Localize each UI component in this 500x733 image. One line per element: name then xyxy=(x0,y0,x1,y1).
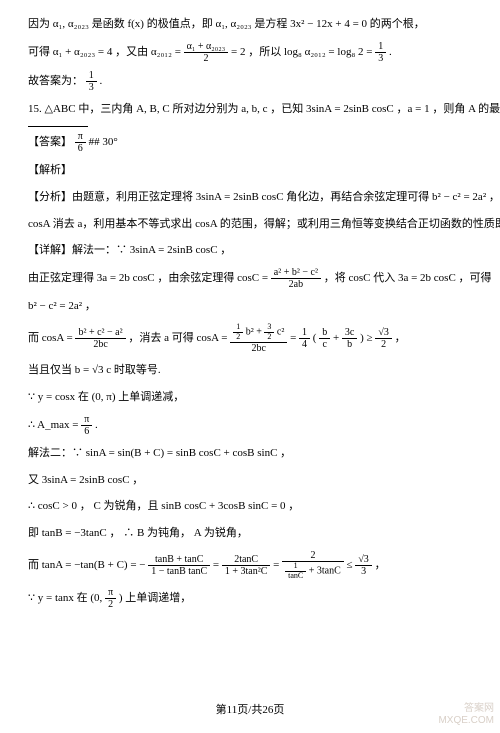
cosA-eq: cosA = xyxy=(197,332,231,344)
txt: ， xyxy=(395,332,406,344)
page-footer: 第11页/共26页 xyxy=(0,700,500,721)
txt: ∵ y = tanx 在 xyxy=(28,592,90,604)
frac-rt3-2: √32 xyxy=(375,327,392,350)
txt: ，消去 a 可得 xyxy=(128,332,196,344)
cosA-line: 而 cosA = b² + c² − a²2bc ，消去 a 可得 cosA =… xyxy=(28,323,472,354)
txt: 故答案为： xyxy=(28,75,83,87)
method2-c: ∴ cosC > 0 ， C 为锐角，且 sinB cosC + 3cosB s… xyxy=(28,496,472,517)
t: b² + xyxy=(243,327,264,338)
frac-cosC: a² + b² − c²2ab xyxy=(271,267,321,290)
frac-pi-6: π6 xyxy=(81,414,92,437)
amax-line: ∴ A_max = π6 . xyxy=(28,414,472,437)
t: + 3tanC xyxy=(306,566,341,577)
frac-rt3-3: √33 xyxy=(355,554,372,577)
answer-line: 【答案】 π6 ## 30° xyxy=(28,131,472,154)
watermark-b: MXQE.COM xyxy=(438,715,494,727)
txt: 可得 α₁ + α₂₀₂₃ = 4 ，又由 α₂₀₁₂ = xyxy=(28,46,184,58)
iff-line: 当且仅当 b = √3 c 时取等号. xyxy=(28,360,472,381)
frac-alpha-sum: α₁ + α₂₀₂₃2 xyxy=(184,41,229,64)
open: (0, xyxy=(90,592,105,604)
frac-pi-2: π2 xyxy=(105,587,116,610)
frac-b-c: bc xyxy=(319,327,330,350)
geq: ≥ xyxy=(367,332,376,344)
eq: = xyxy=(290,332,299,344)
frac-1-3: 13 xyxy=(375,41,386,64)
t: c² xyxy=(274,327,284,338)
plus: + xyxy=(333,332,342,344)
eq: = xyxy=(273,559,282,571)
txt: 上单调递增， xyxy=(125,592,191,604)
tan-lead: tanA = −tan(B + C) = − xyxy=(42,559,148,571)
question-15: 15. △ABC 中，三内角 A, B, C 所对边分别为 a, b, c ，已… xyxy=(28,99,472,120)
frac-1-3-b: 13 xyxy=(86,70,97,93)
frac-tan-sum: tanB + tanC1 − tanB tanC xyxy=(148,554,210,577)
txt: ∴ A_max = xyxy=(28,419,81,431)
frac-cosA: b² + c² − a²2bc xyxy=(75,327,125,350)
line-context-2: 可得 α₁ + α₂₀₂₃ = 4 ，又由 α₂₀₁₂ = α₁ + α₂₀₂₃… xyxy=(28,41,472,64)
txt: 而 xyxy=(28,559,42,571)
line-context-1: 因为 α₁, α₂₀₂₃ 是函数 f(x) 的极值点，即 α₁, α₂₀₂₃ 是… xyxy=(28,14,472,35)
analysis-1: 【分析】由题意，利用正弦定理将 3sinA = 2sinB cosC 角化边，再… xyxy=(28,187,472,208)
txt: . xyxy=(100,75,103,87)
txt: . xyxy=(95,419,98,431)
close: ) xyxy=(119,592,123,604)
label-jiexi: 【解析】 xyxy=(28,160,472,181)
txt: ## 30° xyxy=(89,136,118,148)
method2-b: 又 3sinA = 2sinB cosC ， xyxy=(28,470,472,491)
frac-tan-2: 2tanC1 + 3tan²C xyxy=(222,554,271,577)
frac-cosA-mid: 12 b² + 32 c² 2bc xyxy=(230,323,287,354)
txt: ，将 cosC 代入 3a = 2b cosC ，可得 xyxy=(324,272,492,284)
paren: ) xyxy=(360,332,364,344)
paren: ( xyxy=(313,332,317,344)
txt: ， xyxy=(375,559,386,571)
leq: ≤ xyxy=(347,559,356,571)
txt: = 2 ，所以 log₈ α₂₀₁₂ = log₈ 2 = xyxy=(231,46,375,58)
line-answer-prev: 故答案为： 13 . xyxy=(28,70,472,93)
analysis-2: cosA 消去 a，利用基本不等式求出 cosA 的范围，得解；或利用三角恒等变… xyxy=(28,214,472,235)
frac-3c-b: 3cb xyxy=(342,327,357,350)
mono-line: ∵ y = cosx 在 (0, π) 上单调递减， xyxy=(28,387,472,408)
method2-e: 而 tanA = −tan(B + C) = − tanB + tanC1 − … xyxy=(28,550,472,581)
label-answer: 【答案】 xyxy=(28,136,72,148)
method2-a: 解法二：∵ sinA = sin(B + C) = sinB cosC + co… xyxy=(28,443,472,464)
txt: . xyxy=(389,46,392,58)
frac-tan-3: 2 1tanC + 3tanC xyxy=(282,550,344,581)
method2-d: 即 tanB = −3tanC ， ∴ B 为钝角， A 为锐角， xyxy=(28,523,472,544)
method2-f: ∵ y = tanx 在 (0, π2 ) 上单调递增， xyxy=(28,587,472,610)
sine-rule: 由正弦定理得 3a = 2b cosC ，由余弦定理得 cosC = a² + … xyxy=(28,267,472,290)
watermark-a: 答案网 xyxy=(438,703,494,715)
txt: 而 cosA = xyxy=(28,332,75,344)
watermark: 答案网 MXQE.COM xyxy=(438,703,494,727)
blank-rule xyxy=(28,126,88,127)
detail-1: 【详解】解法一：∵ 3sinA = 2sinB cosC ， xyxy=(28,240,472,261)
frac-pi-6-ans: π6 xyxy=(75,131,86,154)
eq-b2c2: b² − c² = 2a² ， xyxy=(28,296,472,317)
txt: 由正弦定理得 3a = 2b cosC ，由余弦定理得 cosC = xyxy=(28,272,271,284)
frac-1-4: 14 xyxy=(299,327,310,350)
eq: = xyxy=(213,559,222,571)
